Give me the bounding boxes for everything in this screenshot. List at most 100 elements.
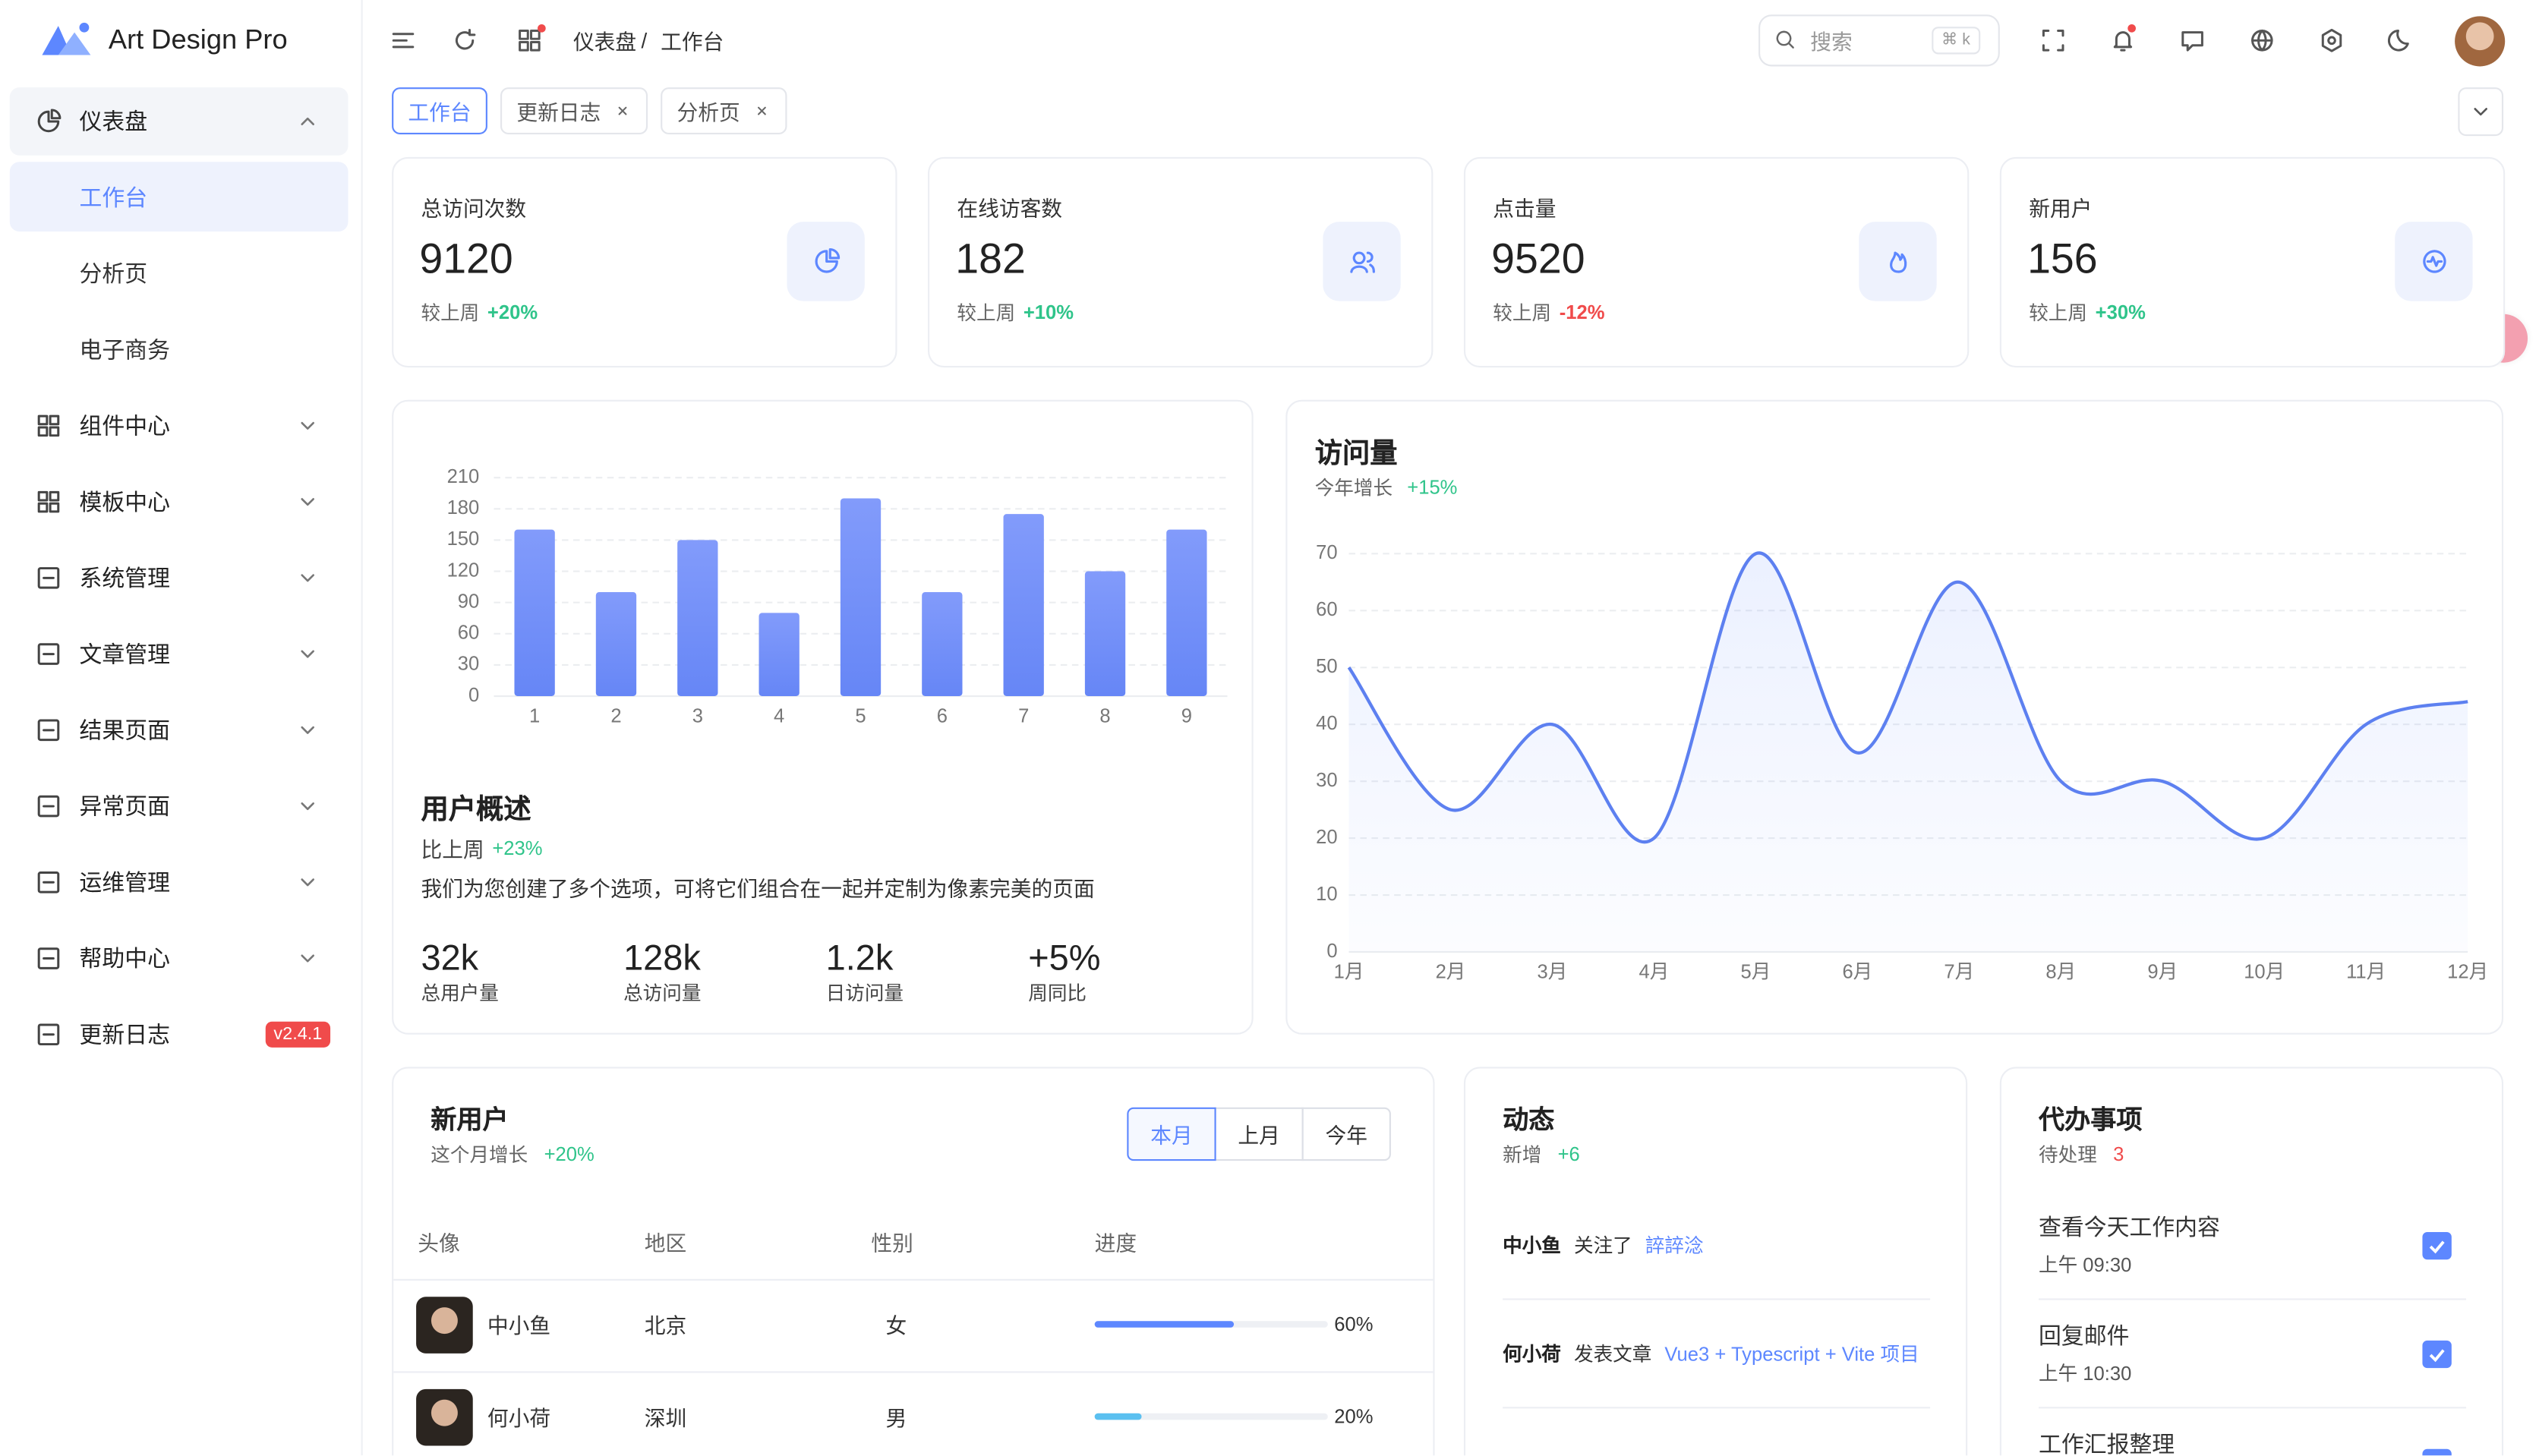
todo-checkbox[interactable] — [2422, 1231, 2452, 1260]
icon-shape — [37, 490, 60, 513]
user-region: 北京 — [644, 1313, 687, 1338]
search-placeholder: 搜索 — [1810, 30, 1853, 55]
activity-divider — [1503, 1407, 1931, 1409]
menu-item-active[interactable] — [9, 162, 349, 232]
menu-badge: v2.4.1 — [265, 1021, 330, 1048]
stat-compare: 较上周 — [2029, 301, 2088, 325]
submenu-label: 工作台 — [79, 184, 148, 211]
visits-card — [1285, 399, 2504, 1035]
tab-label: 更新日志 — [516, 100, 601, 125]
stat-icon-box — [1859, 222, 1937, 301]
menu-label: 模板中心 — [79, 489, 170, 515]
todo-count: 3 — [2113, 1142, 2124, 1166]
stat-label: 新用户 — [2029, 197, 2093, 222]
icon-shape — [2429, 1349, 2445, 1363]
menu-arrow — [301, 878, 314, 887]
stat-label: 在线访客数 — [957, 197, 1063, 222]
search-box[interactable] — [1758, 14, 2000, 67]
todo-divider — [2039, 1298, 2467, 1300]
menu-icon — [37, 567, 60, 589]
table-header: 进度 — [1094, 1231, 1137, 1256]
icon-shape — [2387, 30, 2409, 52]
moon-button[interactable] — [2387, 27, 2414, 53]
stat-label: 总访问次数 — [421, 197, 527, 222]
menu-label: 组件中心 — [79, 412, 170, 439]
card-change: +23% — [492, 837, 543, 860]
activity-target[interactable]: Vue3 + Typescript + Vite 项目 — [1664, 1343, 1919, 1366]
icon-shape — [301, 954, 314, 963]
menu-icon — [37, 947, 60, 969]
stat-icon — [815, 247, 841, 273]
stat-value: 9120 — [419, 234, 513, 283]
stat-value: 9520 — [1491, 234, 1585, 283]
icon-shape — [37, 643, 60, 665]
tab[interactable]: 分析页 — [661, 87, 787, 135]
tab-label: 工作台 — [408, 100, 472, 125]
stat-change: +10% — [1023, 301, 1074, 324]
icon-shape — [2321, 28, 2342, 52]
progress-track — [1094, 1413, 1328, 1420]
card-subtitle: 待处理 — [2039, 1143, 2097, 1167]
menu-label: 仪表盘 — [79, 108, 148, 135]
refresh-button[interactable] — [452, 27, 478, 53]
icon-shape — [1350, 251, 1375, 273]
search-shortcut: ⌘ k — [1932, 27, 1980, 55]
chat-button[interactable] — [2180, 27, 2206, 53]
user-gender: 女 — [885, 1313, 907, 1338]
menu-label: 运维管理 — [79, 869, 170, 896]
full-button[interactable] — [2040, 27, 2066, 53]
menu-arrow — [301, 117, 314, 125]
stat-icon — [2423, 250, 2446, 273]
user-avatar[interactable] — [2455, 16, 2506, 67]
activity-target[interactable]: 誶誶淰 — [1645, 1234, 1704, 1258]
tab-dropdown[interactable] — [2458, 87, 2504, 137]
breadcrumb-item[interactable]: 仪表盘 — [572, 30, 637, 55]
todo-text: 回复邮件 — [2039, 1322, 2130, 1349]
todo-checkbox[interactable] — [2422, 1448, 2452, 1456]
table-header: 头像 — [418, 1231, 460, 1256]
notify-dot — [538, 24, 546, 33]
filter-button[interactable]: 本月 — [1127, 1107, 1216, 1161]
activity-user: 何小荷 — [1503, 1343, 1561, 1366]
apps-button[interactable] — [516, 27, 542, 53]
check-mark — [2429, 1349, 2445, 1363]
menu-icon — [37, 871, 60, 893]
icon-shape — [301, 878, 314, 887]
menu-item[interactable] — [9, 87, 349, 156]
avatar — [416, 1297, 473, 1354]
filter-button[interactable]: 上月 — [1214, 1107, 1304, 1161]
card-title: 访问量 — [1314, 437, 1398, 469]
tab-close[interactable] — [613, 102, 631, 119]
icon-shape — [2113, 31, 2133, 52]
card-title: 代办事项 — [2039, 1107, 2143, 1135]
filter-button[interactable]: 今年 — [1301, 1107, 1391, 1161]
logo-text: Art Design Pro — [108, 24, 288, 55]
row-divider — [393, 1371, 1434, 1373]
stat-value: 182 — [955, 234, 1026, 283]
menu-toggle[interactable] — [390, 27, 416, 53]
menu-item[interactable] — [10, 314, 349, 384]
tab-dropdown-arrow — [2474, 108, 2487, 116]
user-name: 何小荷 — [487, 1406, 551, 1431]
menu-icon — [37, 109, 62, 133]
user-region: 深圳 — [644, 1406, 687, 1431]
tab-label: 分析页 — [677, 100, 740, 125]
globe-button[interactable] — [2249, 27, 2275, 53]
menu-label: 帮助中心 — [79, 945, 170, 972]
bell-button[interactable] — [2110, 27, 2136, 53]
tab-close[interactable] — [753, 102, 771, 119]
metric-label: 周同比 — [1028, 982, 1087, 1005]
todo-checkbox[interactable] — [2422, 1340, 2452, 1369]
tab[interactable]: 工作台 — [392, 87, 487, 135]
menu-arrow — [301, 650, 314, 658]
metric-value: 128k — [623, 937, 701, 979]
menu-label: 更新日志 — [79, 1021, 170, 1048]
progress-label: 60% — [1334, 1313, 1374, 1336]
gear-button[interactable] — [2319, 27, 2345, 53]
avatar — [416, 1388, 473, 1446]
tab[interactable]: 更新日志 — [500, 87, 648, 135]
todo-card — [1999, 1067, 2504, 1456]
menu-item[interactable] — [10, 238, 349, 308]
